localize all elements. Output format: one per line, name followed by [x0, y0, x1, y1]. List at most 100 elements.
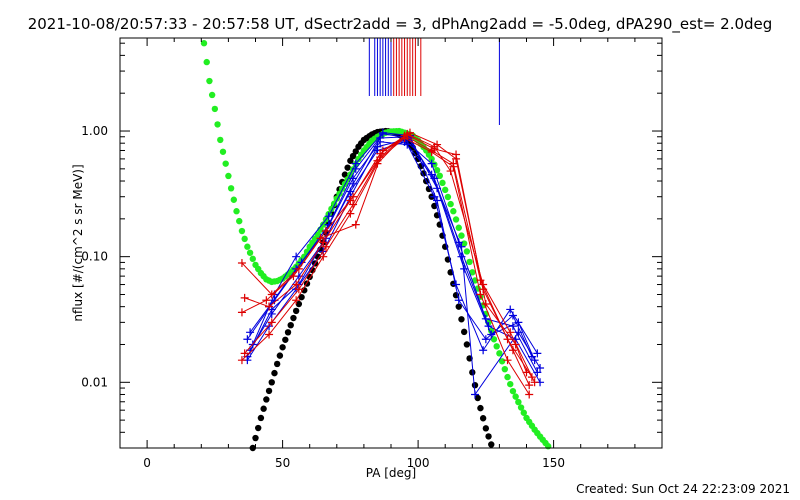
black-fit-point — [252, 434, 259, 442]
green-fit-point — [439, 179, 446, 187]
x-axis-label: PA [deg] — [366, 466, 416, 480]
vertical-marker-group — [368, 38, 500, 125]
green-fit-point — [233, 208, 240, 215]
green-fit-point — [504, 373, 511, 381]
blue-series-point — [479, 346, 488, 355]
green-fit-point — [200, 40, 208, 47]
black-fit-point — [287, 321, 294, 329]
green-fit-point — [466, 258, 473, 266]
red-series-point — [237, 259, 246, 268]
green-fit-point — [219, 148, 227, 155]
red-series-line — [241, 132, 530, 386]
green-fit-point — [238, 227, 246, 235]
black-fit-point — [458, 316, 465, 323]
red-series-point — [319, 252, 328, 261]
red-series-point — [530, 378, 539, 387]
green-fit-point — [509, 387, 517, 395]
red-series-point — [237, 356, 246, 365]
blue-series-point — [433, 196, 442, 205]
black-fit-point — [347, 157, 354, 164]
green-fit-point — [436, 172, 443, 180]
chart-title: 2021-10-08/20:57:33 - 20:57:58 UT, dSect… — [28, 15, 773, 34]
red-series-point — [265, 330, 274, 339]
black-fit-point — [425, 185, 433, 193]
green-fit-point — [450, 208, 457, 215]
blue-series-point — [346, 187, 355, 196]
red-series-point — [522, 368, 531, 377]
green-fit-point — [222, 160, 229, 167]
blue-series-point — [427, 170, 436, 179]
black-fit-point — [263, 396, 270, 403]
red-series-point — [294, 285, 303, 294]
black-fit-point — [257, 414, 265, 422]
blue-series-point — [506, 305, 515, 314]
blue-series-point — [292, 252, 301, 261]
red-series-line — [241, 134, 527, 373]
red-series-point — [351, 220, 360, 229]
black-fit-point — [273, 360, 281, 368]
x-tick-label: 0 — [143, 456, 151, 470]
black-fit-point — [276, 352, 284, 359]
blue-series-point — [324, 212, 333, 221]
red-series-point — [481, 299, 490, 308]
green-fit-point — [493, 343, 500, 350]
blue-series-point — [533, 349, 542, 358]
red-series-point — [262, 296, 271, 305]
blue-series-point — [471, 390, 480, 399]
x-tick-label: 100 — [407, 456, 430, 470]
black-fit-point — [282, 336, 289, 343]
blue-series-point — [427, 159, 436, 168]
red-series-point — [452, 150, 461, 159]
green-fit-point — [444, 193, 452, 201]
blue-series-point — [508, 311, 517, 320]
green-fit-point — [246, 249, 254, 256]
red-series-point — [349, 192, 358, 201]
green-fit-point — [452, 216, 460, 223]
green-fit-point — [227, 185, 235, 192]
red-series-point — [449, 162, 458, 171]
green-fit-point — [217, 136, 224, 144]
green-fit-point — [208, 91, 216, 99]
y-tick-label: 1.00 — [81, 124, 108, 138]
red-series-point — [240, 293, 249, 302]
red-series-point — [349, 200, 358, 209]
black-fit-point — [488, 441, 495, 448]
blue-series-point — [527, 352, 536, 361]
red-series-point — [267, 290, 276, 299]
red-series-point — [525, 381, 534, 390]
black-fit-point — [463, 341, 471, 348]
blue-series-point — [376, 137, 385, 146]
black-fit-point — [260, 405, 267, 412]
blue-series-group — [243, 128, 545, 399]
green-fit-point — [458, 232, 465, 239]
red-series-point — [511, 340, 520, 349]
black-fit-point — [295, 300, 303, 308]
green-fit-point — [515, 398, 522, 406]
created-timestamp: Created: Sun Oct 24 22:23:09 2021 — [576, 482, 790, 496]
red-series-point — [508, 346, 517, 355]
green-fit-point — [241, 235, 248, 243]
green-fit-point — [512, 393, 519, 400]
green-fit-point — [507, 380, 514, 388]
red-series-point — [403, 130, 412, 139]
black-fit-point — [479, 415, 487, 422]
green-fit-point — [433, 166, 441, 174]
black-fit-point — [284, 329, 292, 336]
black-fit-point — [469, 369, 476, 376]
blue-series-point — [457, 242, 466, 251]
red-series-line — [244, 137, 530, 395]
green-fit-point — [442, 186, 449, 194]
red-series-point — [240, 349, 249, 358]
blue-series-point — [536, 363, 545, 372]
red-series-point — [292, 296, 301, 305]
black-fit-point — [290, 314, 297, 322]
black-fit-point — [455, 303, 462, 310]
green-fit-point — [236, 217, 243, 225]
blue-series-point — [454, 296, 463, 305]
black-fit-point — [341, 171, 349, 178]
red-series-point — [446, 167, 455, 176]
black-fit-point — [268, 379, 275, 386]
green-fit-point — [225, 172, 232, 180]
green-fit-point — [496, 350, 503, 357]
